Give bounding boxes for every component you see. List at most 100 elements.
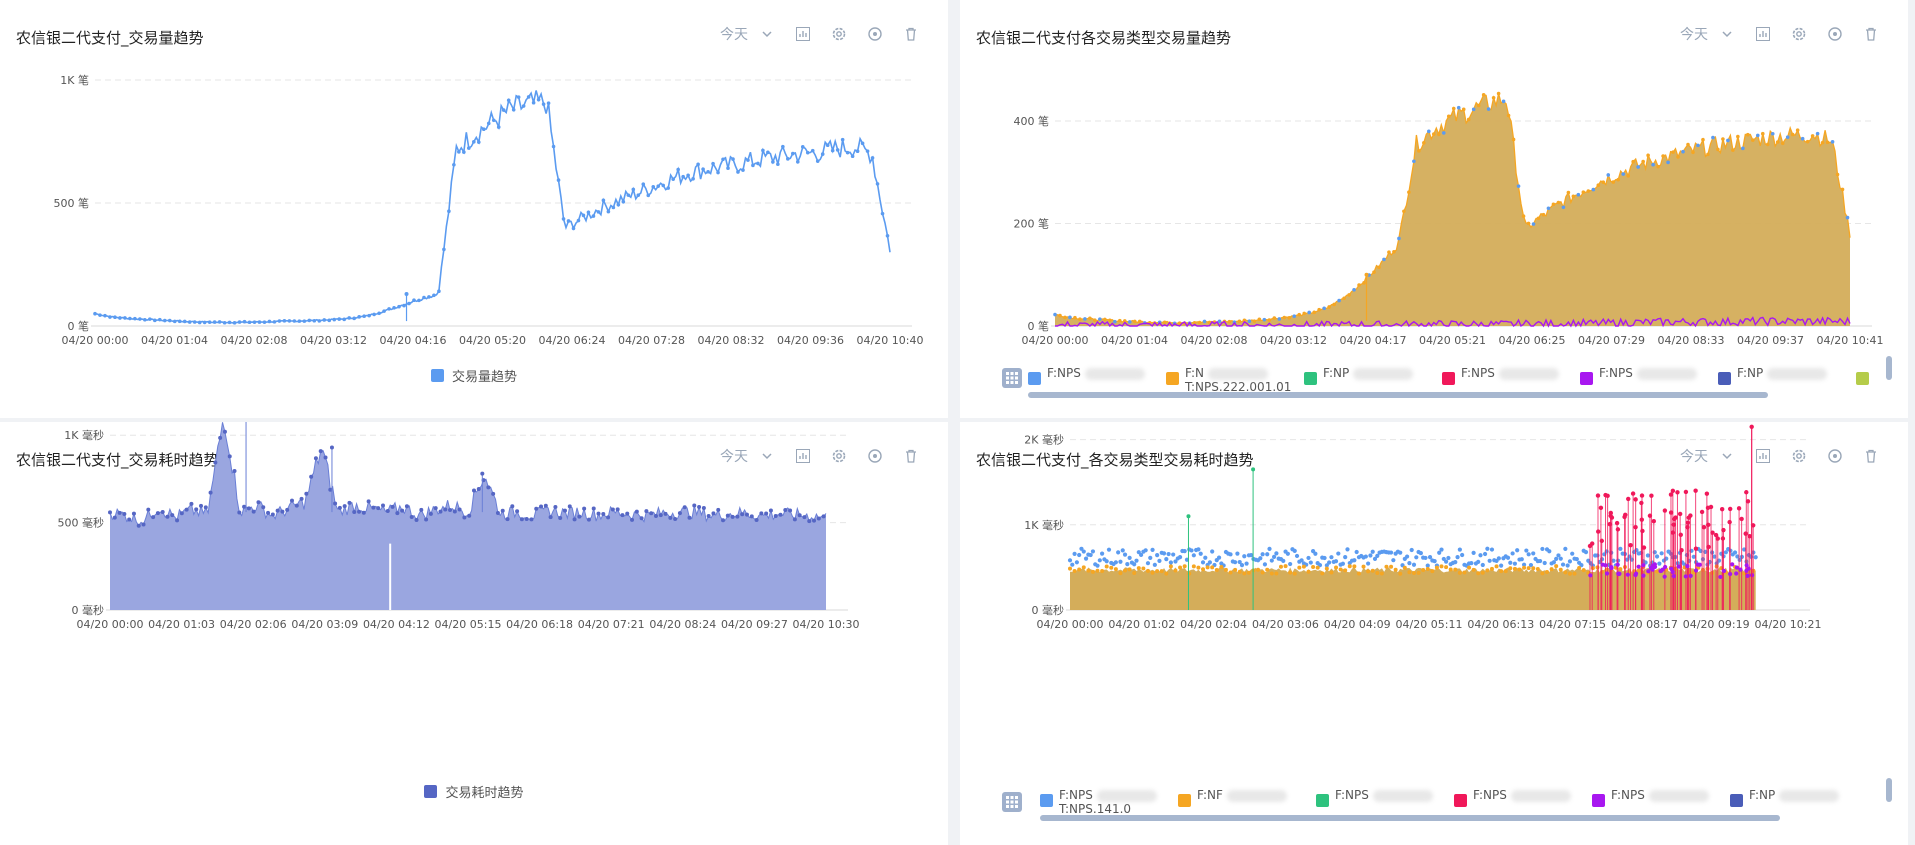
legend[interactable]: 交易耗时趋势 [0, 782, 948, 801]
data-point [1595, 565, 1600, 570]
data-point [1173, 559, 1178, 564]
bar-chart-icon[interactable] [1754, 447, 1772, 465]
data-point [1604, 571, 1610, 576]
data-point [711, 511, 716, 516]
legend-item[interactable]: F:NPS T:NPS.141.0 [1040, 788, 1178, 816]
data-point [558, 515, 563, 520]
data-point [1633, 497, 1638, 502]
data-point [1127, 555, 1132, 560]
legend-item[interactable]: F:NF [1178, 788, 1316, 807]
data-point [113, 315, 117, 319]
legend-item[interactable]: F:NPS [1028, 366, 1166, 385]
x-tick-label: 04/20 07:29 [1578, 334, 1645, 347]
data-point [1237, 559, 1242, 565]
data-point [661, 183, 666, 188]
legend[interactable]: 交易量趋势 [0, 366, 948, 385]
redacted-block [1498, 367, 1559, 380]
x-tick-label: 04/20 06:18 [506, 618, 573, 631]
data-point [1721, 137, 1725, 141]
data-point [696, 162, 700, 167]
legend-label: F:NPS [1611, 788, 1709, 802]
data-point [1058, 313, 1062, 318]
legend-scroll[interactable]: F:NPS T:NPS.141.0 F:NF F:NPS F:NPS F:NPS F:NP [1040, 788, 1900, 816]
trash-icon[interactable] [902, 447, 920, 465]
data-point [1210, 549, 1215, 554]
data-point [337, 505, 342, 510]
data-point [1721, 568, 1727, 574]
data-point [1407, 570, 1412, 575]
data-point [1205, 565, 1210, 570]
target-icon[interactable] [866, 25, 884, 43]
data-point [1077, 552, 1082, 558]
bar-chart-icon[interactable] [794, 447, 812, 465]
data-point [792, 517, 797, 522]
target-icon[interactable] [1826, 25, 1844, 43]
data-point [376, 506, 381, 511]
legend-item[interactable]: F:NPS [1442, 366, 1580, 385]
data-point [800, 145, 805, 149]
legend-text: F:NP [1749, 788, 1840, 802]
data-point [1446, 114, 1451, 119]
data-point [452, 509, 457, 514]
data-point [791, 151, 795, 156]
data-point [1393, 567, 1398, 572]
data-point [1453, 560, 1458, 565]
trash-icon[interactable] [1862, 447, 1880, 465]
trash-icon[interactable] [902, 25, 920, 43]
legend-grid-button[interactable] [1002, 792, 1022, 812]
data-point [1083, 317, 1087, 321]
data-point [322, 318, 327, 322]
data-point [112, 515, 117, 520]
gear-icon[interactable] [1790, 447, 1808, 465]
gear-icon[interactable] [1790, 25, 1808, 43]
time-range-select[interactable]: 今天 [1680, 446, 1736, 466]
gear-icon[interactable] [830, 25, 848, 43]
data-point [427, 295, 431, 299]
data-point [491, 118, 496, 123]
data-point [1375, 553, 1380, 559]
legend-text: F:NPS [1599, 366, 1697, 380]
time-range-select[interactable]: 今天 [720, 446, 776, 466]
legend-scrollbar[interactable] [1028, 392, 1768, 398]
redacted-block [1510, 789, 1571, 802]
data-point [294, 503, 299, 508]
legend-item[interactable]: F:NPS [1316, 788, 1454, 807]
data-point [1621, 172, 1626, 176]
target-icon[interactable] [1826, 447, 1844, 465]
legend-item[interactable]: F:NP [1718, 366, 1856, 385]
data-point [1292, 314, 1297, 318]
data-point [1177, 555, 1183, 560]
bar-chart-icon[interactable] [1754, 25, 1772, 43]
legend-item[interactable]: F:NP [1730, 788, 1868, 807]
target-icon[interactable] [866, 447, 884, 465]
legend-item[interactable]: F:NPS [1592, 788, 1730, 807]
data-point [213, 460, 218, 465]
data-point [1693, 488, 1698, 493]
time-range-label: 今天 [1680, 449, 1708, 465]
data-point [1547, 549, 1552, 554]
legend-scrollbar[interactable] [1040, 815, 1780, 821]
data-point [1651, 162, 1655, 167]
time-range-select[interactable]: 今天 [1680, 24, 1736, 44]
legend-item[interactable]: F:NPS [1454, 788, 1592, 807]
bar-chart-icon[interactable] [794, 25, 812, 43]
data-point [452, 163, 456, 167]
legend-item[interactable]: F:NP [1304, 366, 1442, 385]
data-point [1657, 561, 1662, 566]
gear-icon[interactable] [830, 447, 848, 465]
legend-scroll-thumb[interactable] [1886, 778, 1892, 802]
trash-icon[interactable] [1862, 25, 1880, 43]
data-point [1143, 548, 1148, 553]
legend-item[interactable]: F:N T:NPS.222.001.01 [1166, 366, 1304, 394]
time-range-select[interactable]: 今天 [720, 24, 776, 44]
legend-swatch [1316, 794, 1329, 807]
legend-scroll-thumb[interactable] [1886, 356, 1892, 380]
data-point [237, 510, 242, 515]
data-point [495, 510, 500, 515]
legend-scroll[interactable]: F:NPS F:N T:NPS.222.001.01 F:NP F:NPS F:NPS F:… [1028, 366, 1900, 394]
data-point [531, 100, 536, 105]
data-point [506, 98, 511, 103]
data-point [1560, 562, 1566, 567]
legend-item[interactable]: F:NPS [1580, 366, 1718, 385]
legend-grid-button[interactable] [1002, 368, 1022, 388]
